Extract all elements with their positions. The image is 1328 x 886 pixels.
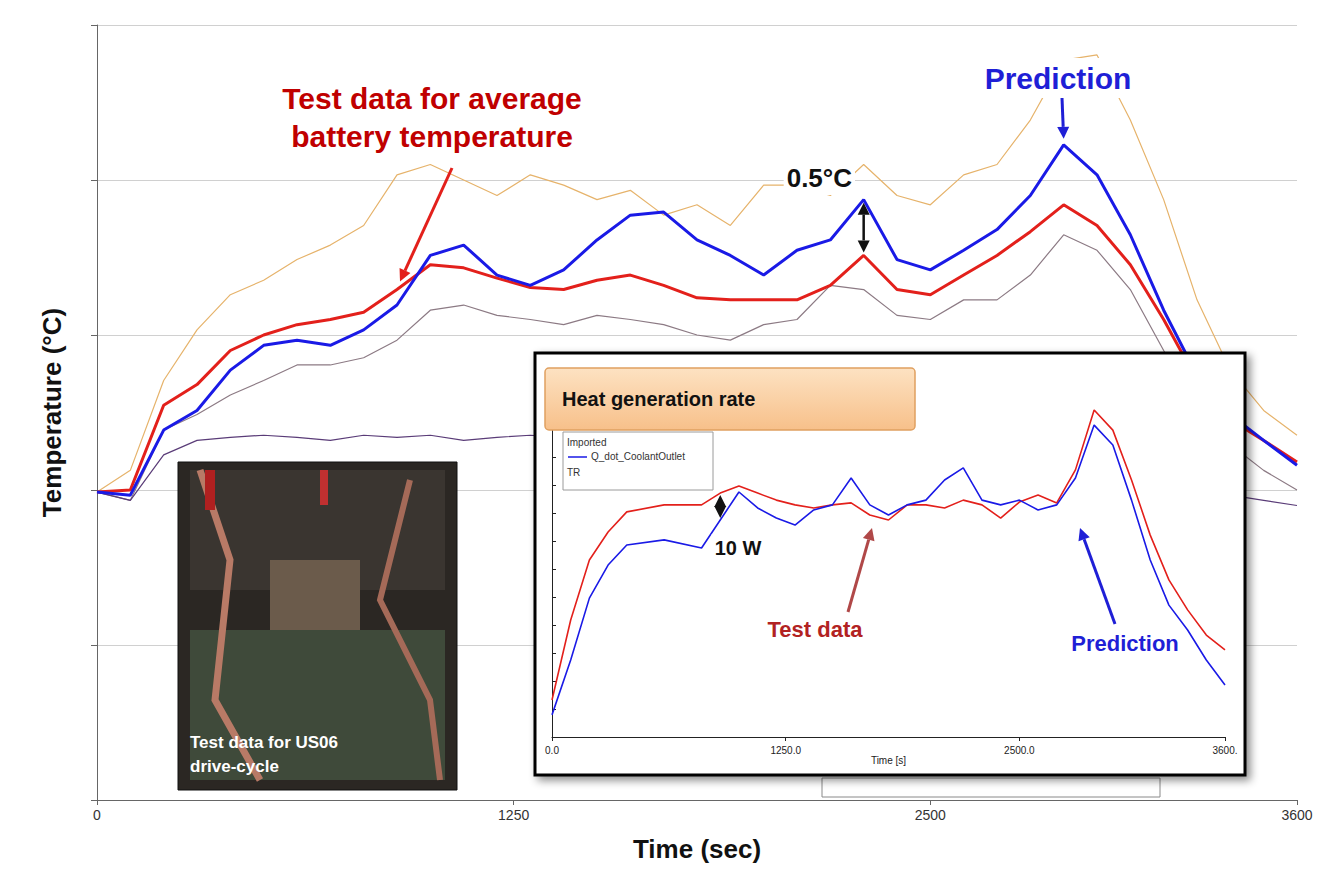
svg-text:1250: 1250 [498, 807, 529, 823]
svg-text:Test data for US06: Test data for US06 [190, 733, 338, 752]
svg-text:Time (sec): Time (sec) [633, 834, 761, 864]
svg-text:battery temperature: battery temperature [291, 120, 573, 153]
svg-text:Temperature (°C): Temperature (°C) [37, 308, 67, 517]
svg-text:2500: 2500 [915, 807, 946, 823]
svg-text:Imported: Imported [567, 437, 606, 448]
svg-text:2500.0: 2500.0 [1004, 745, 1035, 756]
svg-text:Prediction: Prediction [1071, 631, 1179, 656]
svg-text:10 W: 10 W [715, 537, 762, 559]
svg-text:Prediction: Prediction [985, 62, 1132, 95]
svg-text:0: 0 [93, 807, 101, 823]
svg-text:3600: 3600 [1281, 807, 1312, 823]
svg-text:drive-cycle: drive-cycle [190, 757, 279, 776]
svg-text:1250.0: 1250.0 [770, 745, 801, 756]
svg-text:Heat generation rate: Heat generation rate [562, 388, 755, 410]
svg-text:0.0: 0.0 [545, 745, 559, 756]
svg-text:Test data: Test data [768, 617, 864, 642]
svg-text:0.5°C: 0.5°C [787, 163, 853, 193]
svg-text:Test data for average: Test data for average [282, 82, 582, 115]
svg-text:Time [s]: Time [s] [871, 755, 906, 766]
svg-text:3600.: 3600. [1212, 745, 1237, 756]
svg-text:TR: TR [567, 467, 580, 478]
svg-text:Q_dot_CoolantOutlet: Q_dot_CoolantOutlet [591, 451, 685, 462]
